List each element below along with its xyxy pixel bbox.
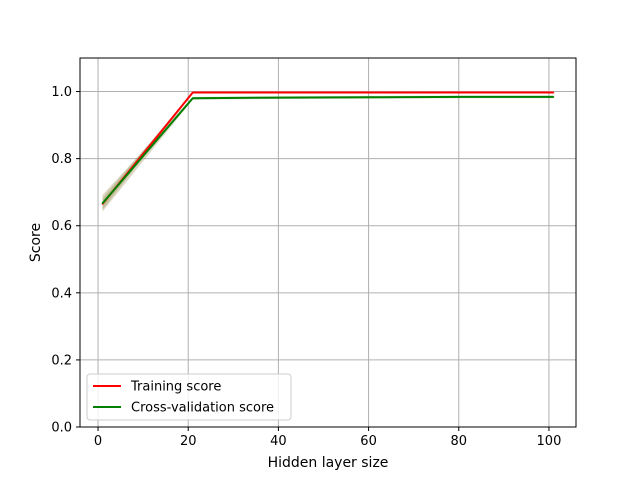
tick-layer: 0 20 40 60 80 100 0.0 0.2 0.4 0.6 0.8 1.0 [51, 85, 561, 449]
x-tick-label: 100 [537, 434, 562, 449]
y-tick-label: 0.6 [51, 219, 72, 234]
data-point-training [552, 91, 555, 94]
data-point-cross-validation [462, 96, 465, 98]
data-point-cross-validation [282, 96, 284, 99]
y-tick-label: 0.4 [51, 286, 72, 301]
legend-label-training: Training score [130, 380, 221, 395]
x-tick-label: 0 [94, 434, 102, 449]
data-point-training [462, 91, 465, 94]
y-tick-label: 0.8 [51, 152, 72, 167]
legend-box [86, 373, 292, 421]
grid-layer [80, 58, 576, 428]
plot-frame [79, 57, 577, 428]
x-tick-label: 80 [450, 434, 467, 449]
x-tick-label: 60 [360, 434, 377, 449]
legend: Training score Cross-validation score [86, 373, 292, 421]
x-tick-label: 20 [180, 434, 197, 449]
data-point-cross-validation [101, 202, 104, 205]
y-tick-label: 0.2 [51, 353, 72, 368]
series-line-cross-validation [101, 95, 554, 204]
data-point-training [372, 91, 374, 94]
legend-label-cross-validation: Cross-validation score [131, 401, 274, 416]
data-point-cross-validation [191, 97, 194, 100]
data-point-cross-validation [372, 96, 374, 99]
y-tick-label: 0.0 [51, 421, 72, 436]
series-line-training [101, 91, 554, 205]
y-tick-label: 1.0 [51, 85, 72, 100]
y-axis-label: Score [28, 223, 44, 262]
data-point-training [191, 91, 194, 94]
data-point-cross-validation [552, 96, 555, 98]
data-point-training [282, 91, 284, 94]
x-axis-label: Hidden layer size [268, 455, 389, 471]
x-tick-label: 40 [270, 434, 287, 449]
series-line-layer [101, 91, 555, 205]
